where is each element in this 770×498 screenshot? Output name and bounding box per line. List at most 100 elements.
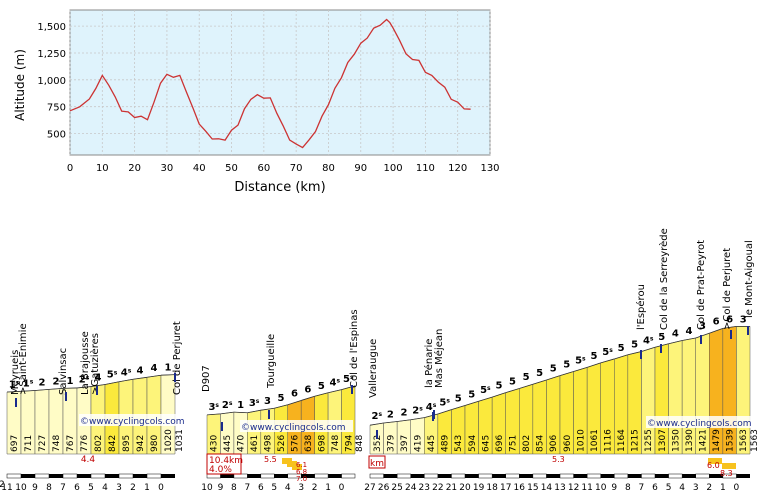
profile-slope <box>464 400 479 406</box>
x-tick-label: 130 <box>480 163 499 174</box>
x-tick-label: 0 <box>67 163 73 174</box>
watermark-bg <box>79 414 177 426</box>
gradient-label: 5s <box>107 370 118 381</box>
watermark: ©www.cyclingcols.com <box>647 419 751 429</box>
profile-slope <box>247 409 261 414</box>
profile-slope <box>314 392 329 397</box>
waypoint-marker <box>15 398 17 407</box>
altitude-label: 1164 <box>617 429 627 452</box>
altitude-label: 942 <box>136 435 146 452</box>
profile-slope <box>274 404 288 409</box>
profile-slope <box>132 376 148 380</box>
km-axis-stripe <box>668 473 683 479</box>
extra-grade-bar <box>722 463 736 469</box>
waypoint-marker <box>96 386 98 395</box>
waypoint-marker <box>433 410 435 419</box>
km-tick-label: 2 <box>312 483 318 493</box>
altitude-label: 842 <box>108 435 118 452</box>
x-tick-label: 60 <box>257 163 270 174</box>
x-tick-label: 40 <box>193 163 206 174</box>
gradient-label: 4 <box>137 365 144 376</box>
waypoint-marker <box>640 350 642 359</box>
altitude-label: 594 <box>468 435 478 452</box>
km-axis-stripe <box>695 473 710 479</box>
profile-slope <box>424 413 438 419</box>
avg-grade-label: 5.3 <box>552 455 565 464</box>
altitude-label: 980 <box>150 435 160 452</box>
x-tick-label: 110 <box>416 163 435 174</box>
profile-3: 2s352237923972s4194s4455s489554355945s64… <box>364 228 760 493</box>
waypoint-label: >Saint-Enimie <box>18 323 29 395</box>
x-axis-label: Distance (km) <box>234 180 325 195</box>
gradient-label: 4 <box>151 363 158 374</box>
watermark: ©www.cyclingcols.com <box>241 423 345 433</box>
km-tick-label: 3 <box>298 483 304 493</box>
altitude-label: 498 <box>264 435 274 452</box>
km-axis-stripe <box>287 473 302 479</box>
profile-slope <box>627 351 642 356</box>
km-tick-label: 9 <box>611 483 617 493</box>
gradient-label: 5 <box>509 376 516 387</box>
km-tick-label: 10 <box>201 483 213 493</box>
summary-box <box>206 453 242 475</box>
waypoint-marker <box>747 326 749 335</box>
gradient-label: 6 <box>304 384 311 395</box>
waypoint-marker <box>376 430 378 439</box>
summary-grade: 4.0% <box>209 465 232 475</box>
gradient-label: 3 <box>699 321 706 332</box>
profile-slope <box>519 383 533 389</box>
waypoint-label: la Pénarie <box>423 339 435 388</box>
profile-slope <box>90 384 106 387</box>
km-axis-stripe <box>260 473 275 479</box>
gradient-label: 5 <box>618 343 625 354</box>
altitude-label: 748 <box>52 435 62 452</box>
km-axis-stripe <box>118 473 134 479</box>
km-tick-label: 26 <box>378 483 390 493</box>
profile-slope <box>287 400 302 406</box>
gradient-label: 4 <box>685 326 692 337</box>
km-tick-label: 6 <box>74 483 80 493</box>
km-tick-label: 8 <box>625 483 631 493</box>
km-tick-label: 8 <box>46 483 52 493</box>
gradient-label: 1 <box>67 376 74 387</box>
km-tick-label: 11 <box>581 483 592 493</box>
profile-slope <box>573 366 588 372</box>
waypoint-label: D907 <box>201 365 212 392</box>
km-axis-stripe <box>722 473 737 479</box>
altitude-label: 776 <box>80 435 90 452</box>
km-tick-label: 3 <box>116 483 122 493</box>
gradient-label: 5s <box>575 355 586 366</box>
gradient-label: 4s <box>121 367 132 378</box>
gradient-label: 2s <box>372 411 383 422</box>
km-tick-label: 21 <box>446 483 457 493</box>
km-tick-label: 12 <box>568 483 579 493</box>
altitude-label: 489 <box>441 435 451 452</box>
x-tick-label: 100 <box>384 163 403 174</box>
gradient-label: 5 <box>550 364 557 375</box>
elevation-line-chart: 0 10 20 30 40 50 60 70 80 90 100 110 120 130 500 750 1,… <box>13 9 500 195</box>
profile-slope <box>478 396 493 402</box>
profile-slope <box>546 375 561 381</box>
km-axis-bar <box>207 474 355 478</box>
km-tick-label: 3 <box>693 483 699 493</box>
km-axis-stripe <box>424 473 439 479</box>
altitude-label: 1539 <box>726 429 736 452</box>
altitude-label: 1116 <box>604 429 614 452</box>
watermark-bg <box>646 416 756 428</box>
waypoint-label: La Brajousse <box>80 331 91 395</box>
km-tick-label: 20 <box>459 483 471 493</box>
km-tick-label: 10 <box>595 483 607 493</box>
gradient-label: 5s <box>439 398 450 409</box>
waypoint-label: Valleraugue <box>368 339 379 398</box>
profile-slope <box>505 388 520 394</box>
altitude-label: 906 <box>549 435 559 452</box>
km-axis-stripe <box>396 473 411 479</box>
waypoint-label: >Col de Perjuret <box>722 248 733 330</box>
km-axis-stripe <box>614 473 629 479</box>
y-tick-label: 1,000 <box>37 76 66 87</box>
profile-slope <box>641 346 656 352</box>
y-axis-label: Altitude (m) <box>13 49 27 121</box>
altitude-label: 645 <box>481 435 491 452</box>
km-tick-label: 6 <box>258 483 264 493</box>
